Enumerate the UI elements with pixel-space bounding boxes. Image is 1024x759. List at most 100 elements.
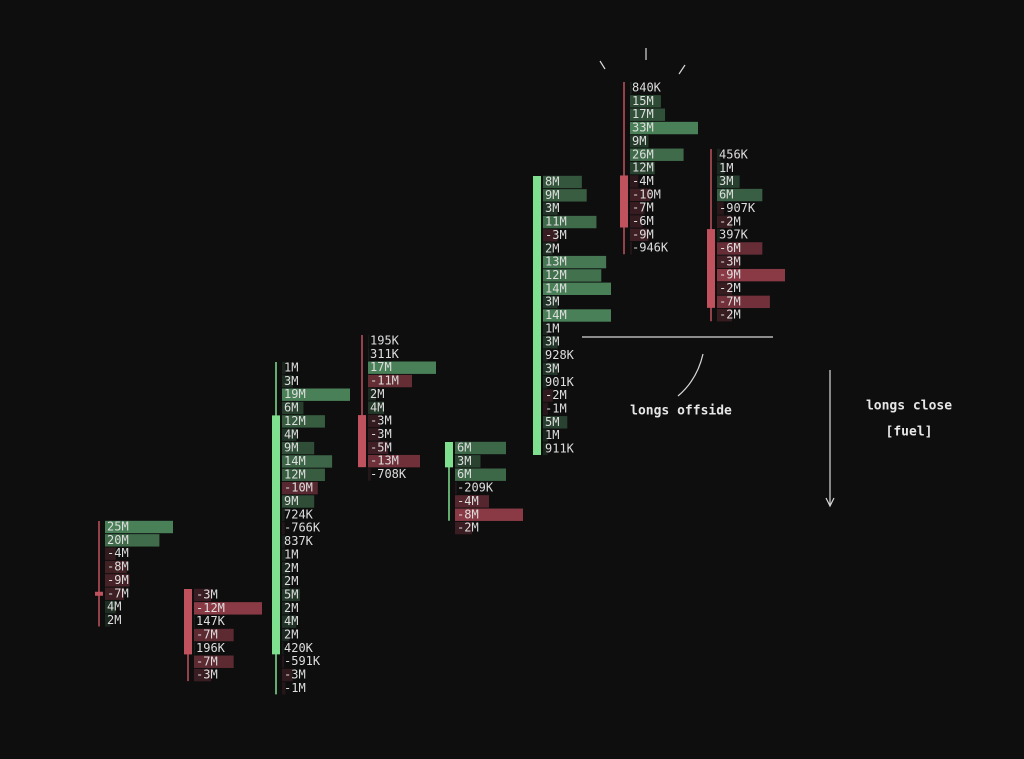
- delta-bar: [630, 135, 649, 148]
- delta-bar: [282, 522, 285, 535]
- delta-bar: [282, 668, 293, 682]
- delta-label: 11M: [545, 215, 567, 229]
- delta-label: 3M: [284, 374, 298, 388]
- delta-bar: [194, 588, 211, 602]
- annotation: longs offside: [630, 404, 732, 419]
- delta-bar: [105, 574, 130, 587]
- delta-bar: [543, 349, 548, 362]
- delta-bar: [368, 388, 376, 401]
- delta-label: -3M: [370, 427, 392, 441]
- delta-label: 5M: [545, 415, 559, 429]
- delta-bar: [368, 374, 412, 388]
- delta-bar: [282, 682, 286, 695]
- delta-label: -2M: [719, 214, 741, 228]
- delta-bar: [630, 201, 645, 215]
- delta-label: 837K: [284, 534, 314, 548]
- delta-bar: [630, 95, 661, 108]
- delta-bar: [455, 508, 523, 521]
- delta-label: -13M: [370, 454, 399, 468]
- delta-bar: [543, 229, 558, 242]
- body: [184, 589, 192, 655]
- delta-label: 17M: [370, 360, 392, 374]
- delta-label: -9M: [632, 227, 654, 241]
- delta-bar: [543, 215, 597, 229]
- delta-label: 4M: [370, 400, 384, 414]
- delta-bar: [282, 375, 293, 388]
- delta-bar: [717, 175, 740, 188]
- delta-bar: [368, 454, 420, 468]
- delta-label: -2M: [545, 388, 567, 402]
- delta-bar: [543, 242, 553, 255]
- delta-label: 12M: [545, 268, 567, 282]
- body: [95, 591, 103, 596]
- delta-label: -3M: [196, 668, 218, 682]
- delta-bar: [282, 481, 318, 495]
- delta-label: 6M: [284, 401, 298, 415]
- delta-bar: [630, 188, 651, 201]
- delta-label: -3M: [370, 414, 392, 428]
- delta-label: -2M: [719, 308, 741, 322]
- delta-label: 9M: [284, 494, 298, 508]
- delta-bar: [455, 455, 481, 468]
- body: [533, 176, 541, 455]
- spark: [599, 60, 606, 70]
- delta-label: 2M: [545, 241, 559, 255]
- delta-bar: [717, 202, 724, 215]
- delta-bar: [543, 429, 548, 442]
- delta-label: -7M: [632, 201, 654, 215]
- delta-bar: [105, 520, 173, 534]
- delta-bar: [105, 560, 127, 574]
- delta-bar: [543, 402, 548, 416]
- delta-bar: [282, 535, 285, 548]
- delta-label: -8M: [107, 560, 129, 574]
- delta-label: 12M: [632, 161, 654, 175]
- delta-label: -907K: [719, 201, 756, 215]
- spark: [678, 64, 686, 75]
- delta-label: 2M: [107, 613, 121, 627]
- delta-bar: [543, 202, 558, 215]
- delta-label: 3M: [545, 361, 559, 375]
- delta-bar: [194, 642, 196, 655]
- delta-label: -9M: [107, 573, 129, 587]
- annotation: longs close: [866, 399, 952, 414]
- delta-bar: [543, 175, 582, 189]
- body: [272, 415, 280, 655]
- delta-label: 20M: [107, 533, 129, 547]
- delta-label: 3M: [545, 335, 559, 349]
- delta-bar: [194, 602, 262, 615]
- delta-label: 26M: [632, 147, 654, 161]
- delta-bar: [455, 441, 506, 455]
- delta-label: -6M: [632, 214, 654, 228]
- delta-label: 33M: [632, 121, 654, 135]
- delta-label: -11M: [370, 374, 399, 388]
- delta-label: -3M: [545, 228, 567, 242]
- delta-bar: [630, 121, 698, 135]
- delta-bar: [282, 508, 285, 522]
- delta-bar: [368, 401, 384, 414]
- delta-bar: [282, 615, 297, 628]
- delta-bar: [543, 309, 611, 322]
- delta-label: 456K: [719, 148, 749, 162]
- delta-bar: [368, 414, 380, 428]
- delta-label: -4M: [457, 494, 479, 508]
- delta-bar: [368, 468, 371, 481]
- delta-bar: [282, 562, 290, 575]
- delta-label: 2M: [284, 628, 298, 642]
- delta-bar: [543, 389, 553, 402]
- delta-label: 15M: [632, 94, 654, 108]
- delta-label: -1M: [284, 681, 306, 695]
- delta-label: -7M: [719, 294, 741, 308]
- delta-bar: [543, 295, 558, 309]
- delta-bar: [543, 362, 558, 376]
- delta-bar: [630, 175, 639, 188]
- delta-label: 2M: [370, 387, 384, 401]
- delta-label: -2M: [457, 521, 479, 535]
- delta-bar: [368, 348, 370, 361]
- delta-bar: [282, 655, 285, 668]
- delta-bar: [194, 615, 195, 628]
- delta-bar: [282, 642, 284, 655]
- delta-label: 1M: [719, 161, 733, 175]
- delta-label: -7M: [107, 586, 129, 600]
- delta-label: 14M: [545, 308, 567, 322]
